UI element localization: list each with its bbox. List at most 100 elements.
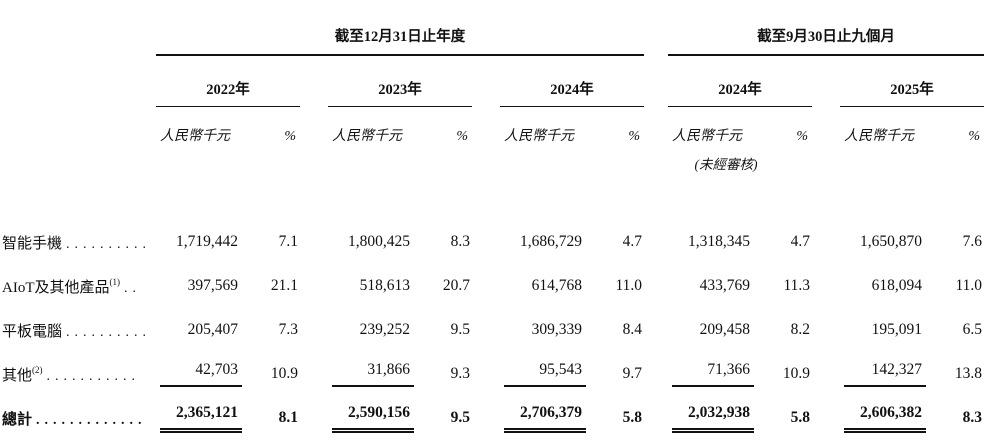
percent-cell: 21.1 xyxy=(270,277,298,294)
dot-leader: .. xyxy=(124,280,141,296)
spacer xyxy=(472,55,500,107)
spacer xyxy=(644,264,668,308)
spacer xyxy=(644,6,668,55)
dot-leader: ........... xyxy=(46,368,141,384)
spacer xyxy=(0,6,156,55)
percent-cell: 8.2 xyxy=(790,321,810,338)
amount-cell: 2,590,156 xyxy=(328,396,422,440)
spacer xyxy=(644,308,668,352)
amount-cell: 1,719,442 xyxy=(176,233,238,250)
unit-label: 人民幣千元 xyxy=(672,129,742,144)
spacer xyxy=(812,220,840,264)
spacer xyxy=(472,308,500,352)
spacer xyxy=(0,55,156,107)
spacer xyxy=(644,220,668,264)
amount-cell: 433,769 xyxy=(699,277,750,294)
spacer xyxy=(644,107,668,148)
footnote-ref: (2) xyxy=(32,364,43,375)
amount-cell: 95,543 xyxy=(500,352,594,396)
unaudited-note-row: (未經審核) xyxy=(0,147,1000,180)
amount-cell: 205,407 xyxy=(187,321,238,338)
spacer xyxy=(984,6,1000,55)
percent-label: % xyxy=(796,129,808,144)
percent-cell: 8.3 xyxy=(450,233,470,250)
amount-cell: 1,800,425 xyxy=(348,233,410,250)
spacer xyxy=(762,147,1000,180)
year-header-row: 2022年 2023年 2024年 2024年 2025年 xyxy=(0,55,1000,107)
amount-cell: 1,318,345 xyxy=(688,233,750,250)
unaudited-note: (未經審核) xyxy=(694,157,758,172)
row-label-cell: 總計............. xyxy=(0,396,156,440)
unit-label: 人民幣千元 xyxy=(160,129,230,144)
spacer xyxy=(984,220,1000,264)
unit-label: 人民幣千元 xyxy=(504,129,574,144)
row-label: 其他 xyxy=(2,367,33,384)
period-header-nine-months: 截至9月30日止九個月 xyxy=(668,6,985,56)
percent-cell: 11.0 xyxy=(955,277,983,294)
spacer xyxy=(472,107,500,148)
spacer xyxy=(300,220,328,264)
spacer xyxy=(644,396,668,440)
percent-cell: 9.3 xyxy=(450,365,470,382)
unit-label: 人民幣千元 xyxy=(844,129,914,144)
row-label-cell: 其他(2)........... xyxy=(0,352,156,396)
spacer xyxy=(300,352,328,396)
amount-cell: 71,366 xyxy=(668,352,762,396)
spacer xyxy=(300,264,328,308)
spacer xyxy=(300,308,328,352)
spacer xyxy=(0,147,156,180)
dot-leader: ............. xyxy=(36,412,147,428)
row-label-cell: 智能手機.......... xyxy=(0,220,156,264)
spacer xyxy=(812,264,840,308)
spacer xyxy=(644,352,668,396)
row-label: 平板電腦 xyxy=(2,323,63,340)
percent-cell: 8.4 xyxy=(622,321,642,338)
spacer xyxy=(0,180,1000,220)
table-row-others: 其他(2)........... 42,703 10.9 31,866 9.3 … xyxy=(0,352,1000,396)
amount-cell: 42,703 xyxy=(156,352,250,396)
table-row-total: 總計............. 2,365,121 8.1 2,590,156 … xyxy=(0,396,1000,440)
spacer xyxy=(984,396,1000,440)
amount-cell: 2,606,382 xyxy=(840,396,934,440)
spacer xyxy=(812,55,840,107)
spacer xyxy=(812,308,840,352)
percent-cell: 4.7 xyxy=(622,233,642,250)
period-header-annual: 截至12月31日止年度 xyxy=(156,6,644,56)
spacer xyxy=(472,352,500,396)
dot-leader: .......... xyxy=(66,324,152,340)
spacer xyxy=(472,264,500,308)
year-header-2024: 2024年 xyxy=(500,55,644,107)
amount-cell: 209,458 xyxy=(699,321,750,338)
percent-cell: 10.9 xyxy=(782,365,810,382)
amount-cell: 614,768 xyxy=(531,277,582,294)
amount-cell: 195,091 xyxy=(871,321,922,338)
percent-cell: 7.6 xyxy=(962,233,983,250)
row-label-cell: 平板電腦.......... xyxy=(0,308,156,352)
year-header-2023: 2023年 xyxy=(328,55,472,107)
percent-cell: 11.0 xyxy=(615,277,642,294)
spacer xyxy=(472,396,500,440)
spacer xyxy=(812,107,840,148)
footnote-ref: (1) xyxy=(109,276,121,287)
spacer xyxy=(984,264,1000,308)
unit-label: 人民幣千元 xyxy=(332,129,402,144)
table-row-aiot: AIoT及其他產品(1).. 397,569 21.1 518,613 20.7… xyxy=(0,264,1000,308)
amount-cell: 1,650,870 xyxy=(860,233,922,250)
spacer xyxy=(156,147,668,180)
spacer xyxy=(984,55,1000,107)
spacer-row xyxy=(0,180,1000,220)
percent-cell: 4.7 xyxy=(790,233,810,250)
row-label: 智能手機 xyxy=(2,235,63,252)
spacer xyxy=(984,308,1000,352)
amount-cell: 2,365,121 xyxy=(156,396,250,440)
spacer xyxy=(472,220,500,264)
spacer xyxy=(812,352,840,396)
amount-cell: 239,252 xyxy=(359,321,410,338)
percent-cell: 20.7 xyxy=(442,277,470,294)
spacer xyxy=(300,55,328,107)
year-header-9m-2024: 2024年 xyxy=(668,55,812,107)
percent-cell: 7.1 xyxy=(278,233,298,250)
percent-cell: 11.3 xyxy=(783,277,810,294)
amount-cell: 1,686,729 xyxy=(520,233,582,250)
